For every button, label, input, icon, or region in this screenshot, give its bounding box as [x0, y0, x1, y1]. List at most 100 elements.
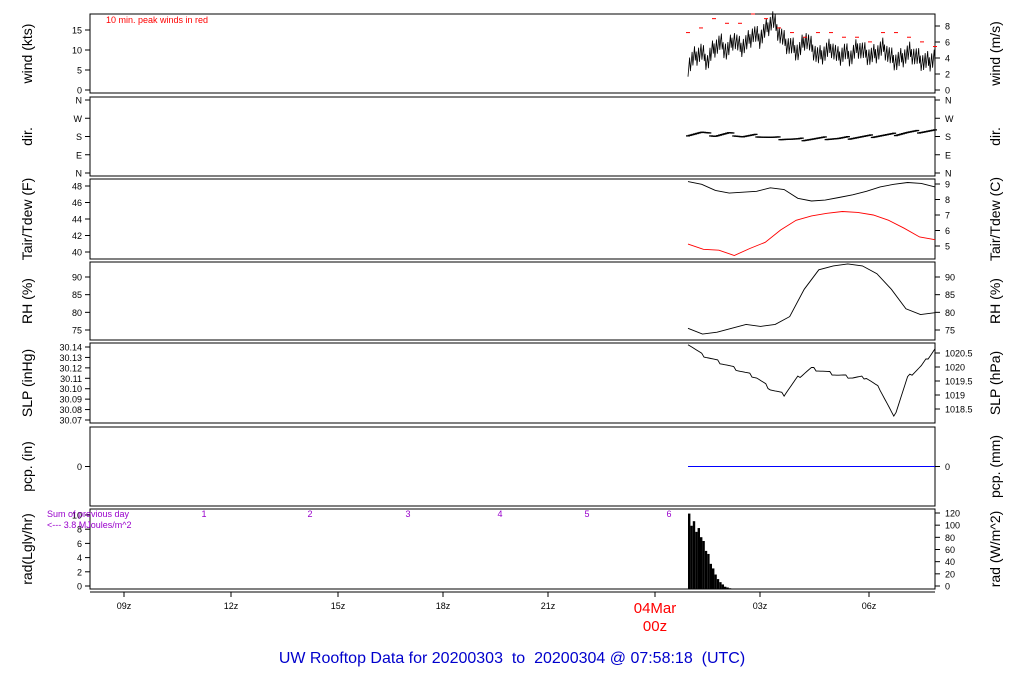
- slp-line: [687, 344, 936, 418]
- panel-temp-right-label: Tair/Tdew (C): [987, 177, 1003, 261]
- rad-bar: [707, 553, 710, 589]
- panel-pcp: pcp. (in) pcp. (mm) 0 0: [19, 426, 1003, 507]
- slp-right-label: 1020.5: [945, 349, 973, 359]
- x-date-label: 04Mar: [634, 600, 677, 617]
- dir-right-label: S: [945, 132, 951, 142]
- footer-prefix: UW Rooftop Data for: [278, 650, 432, 667]
- panel-wind-frame: [89, 13, 936, 94]
- rad-left-label: 6: [77, 539, 82, 549]
- temp-tair-line: [687, 181, 936, 202]
- rad-right-label: 20: [945, 569, 955, 579]
- slp-right-label: 1019.5: [945, 377, 973, 387]
- rad-bar: [716, 579, 720, 589]
- slp-left-label: 30.09: [59, 395, 82, 405]
- rad-bar: [702, 541, 705, 589]
- dir-right-label: N: [945, 169, 952, 179]
- rad-left-label: 0: [77, 582, 82, 592]
- panel-temp: Tair/Tdew (F) Tair/Tdew (C) 40 42 44 46 48 5 6 7 8…: [19, 177, 1003, 261]
- panel-temp-frame: [89, 178, 936, 260]
- rad-bar: [728, 588, 732, 589]
- rh-right-label: 90: [945, 273, 955, 283]
- wind-right-label: 2: [945, 70, 950, 80]
- x-tick-label: 12z: [224, 601, 239, 611]
- panel-temp-left-label: Tair/Tdew (F): [19, 178, 35, 260]
- wind-speed-line: [687, 11, 936, 77]
- footer-time: 07:58:18: [630, 650, 693, 667]
- panel-rh-left-label: RH (%): [19, 278, 35, 324]
- temp-right-label: 6: [945, 226, 950, 236]
- x-tick-label: 09z: [117, 601, 132, 611]
- rad-bar: [695, 531, 698, 589]
- rh-left-label: 75: [72, 326, 82, 336]
- dir-left-label: E: [76, 150, 82, 160]
- rad-bar: [724, 586, 727, 589]
- wind-left-label: 5: [77, 66, 82, 76]
- rad-bar: [712, 568, 715, 589]
- panel-rad-right-label: rad (W/m^2): [987, 511, 1003, 588]
- wind-left-label: 15: [72, 26, 82, 36]
- wind-right-label: 0: [945, 86, 950, 96]
- wind-right-label: 4: [945, 54, 950, 64]
- wind-left-label: 10: [72, 46, 82, 56]
- panel-rh-frame: [89, 261, 936, 341]
- rad-left-label: 2: [77, 567, 82, 577]
- rad-right-label: 60: [945, 545, 955, 555]
- panel-rh: RH (%) RH (%) 75 80 85 90 75 80 85 90: [19, 261, 1003, 341]
- temp-left-label: 40: [72, 248, 82, 258]
- rad-hour-marker: 2: [307, 509, 312, 519]
- temp-left-label: 48: [72, 182, 82, 192]
- rh-right-label: 85: [945, 290, 955, 300]
- wind-annotation: 10 min. peak winds in red: [106, 15, 208, 25]
- panel-dir-right-label: dir.: [987, 127, 1003, 146]
- dir-left-label: N: [76, 96, 83, 106]
- x-tick-label: 03z: [753, 601, 768, 611]
- footer-at: @: [609, 650, 626, 667]
- panel-wind: wind (kts) wind (m/s) 0 5 10 15 0 2 4 6 8 10 min. p…: [19, 11, 1003, 96]
- rad-hour-marker: 3: [405, 509, 410, 519]
- rad-right-label: 0: [945, 582, 950, 592]
- slp-left-label: 30.14: [59, 343, 82, 353]
- slp-right-label: 1020: [945, 363, 965, 373]
- panel-wind-right-label: wind (m/s): [987, 21, 1003, 87]
- rh-right-label: 80: [945, 308, 955, 318]
- footer-start-date: 20200303: [431, 650, 503, 667]
- rad-left-label: 8: [77, 525, 82, 535]
- panel-rad-frame: [89, 508, 936, 590]
- dir-left-label: S: [76, 132, 82, 142]
- wind-left-label: 0: [77, 86, 82, 96]
- rad-bar: [719, 582, 722, 589]
- dir-right-label: N: [945, 96, 952, 106]
- temp-left-label: 42: [72, 231, 82, 241]
- rad-bar: [688, 513, 691, 589]
- rad-hour-marker: 4: [497, 509, 502, 519]
- panel-rad: rad(Lgly/hr) rad (W/m^2)02468100204060801…: [19, 508, 1003, 592]
- pcp-right-label: 0: [945, 462, 950, 472]
- panel-dir-frame: [89, 96, 936, 177]
- rad-note-line2: <--- 3.8 MJoules/m^2: [47, 520, 132, 530]
- temp-right-label: 5: [945, 242, 950, 252]
- dir-left-label: W: [74, 114, 83, 124]
- rad-note-line1: Sum of previous day: [47, 509, 130, 519]
- temp-left-label: 44: [72, 215, 82, 225]
- rad-bar: [690, 525, 693, 589]
- rad-hour-marker: 6: [666, 509, 671, 519]
- rad-right-label: 120: [945, 509, 960, 519]
- slp-right-label: 1018.5: [945, 405, 973, 415]
- wind-right-label: 8: [945, 22, 950, 32]
- rad-bar: [692, 521, 696, 589]
- rad-bar: [697, 528, 700, 589]
- dir-right-label: W: [945, 114, 954, 124]
- rad-right-label: 80: [945, 533, 955, 543]
- rad-bar: [721, 584, 724, 589]
- x-tick-label: 15z: [331, 601, 346, 611]
- rh-left-label: 85: [72, 290, 82, 300]
- rad-bar: [726, 587, 729, 589]
- rad-bar: [700, 537, 703, 589]
- x-tick-label: 21z: [541, 601, 556, 611]
- temp-right-label: 7: [945, 211, 950, 221]
- rh-line: [687, 263, 936, 335]
